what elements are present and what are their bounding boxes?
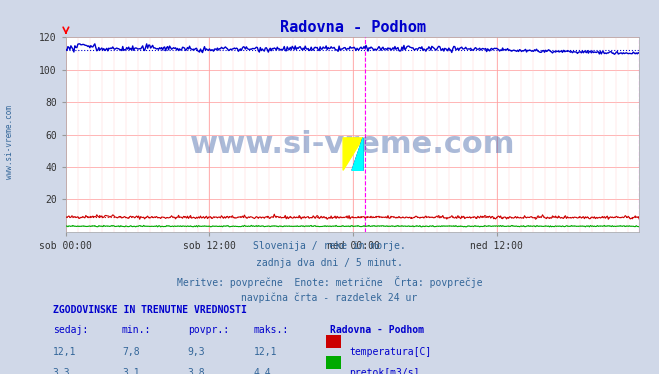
FancyBboxPatch shape xyxy=(326,335,341,348)
Text: 9,3: 9,3 xyxy=(188,347,206,357)
Text: maks.:: maks.: xyxy=(254,325,289,335)
Text: 3,3: 3,3 xyxy=(53,368,71,374)
Text: www.si-vreme.com: www.si-vreme.com xyxy=(5,105,14,179)
Text: min.:: min.: xyxy=(122,325,152,335)
Text: zadnja dva dni / 5 minut.: zadnja dva dni / 5 minut. xyxy=(256,258,403,269)
Text: ZGODOVINSKE IN TRENUTNE VREDNOSTI: ZGODOVINSKE IN TRENUTNE VREDNOSTI xyxy=(53,305,246,315)
Polygon shape xyxy=(343,138,363,170)
Text: navpična črta - razdelek 24 ur: navpična črta - razdelek 24 ur xyxy=(241,293,418,303)
Title: Radovna - Podhom: Radovna - Podhom xyxy=(279,20,426,35)
Text: 12,1: 12,1 xyxy=(53,347,76,357)
Text: povpr.:: povpr.: xyxy=(188,325,229,335)
Text: temperatura[C]: temperatura[C] xyxy=(349,347,432,357)
Text: 7,8: 7,8 xyxy=(122,347,140,357)
Text: sedaj:: sedaj: xyxy=(53,325,88,335)
Text: Meritve: povprečne  Enote: metrične  Črta: povprečje: Meritve: povprečne Enote: metrične Črta:… xyxy=(177,276,482,288)
Text: www.si-vreme.com: www.si-vreme.com xyxy=(190,130,515,159)
Text: 3,8: 3,8 xyxy=(188,368,206,374)
Text: 3,1: 3,1 xyxy=(122,368,140,374)
Text: 4,4: 4,4 xyxy=(254,368,272,374)
Text: pretok[m3/s]: pretok[m3/s] xyxy=(349,368,420,374)
Text: 12,1: 12,1 xyxy=(254,347,277,357)
Text: Radovna - Podhom: Radovna - Podhom xyxy=(330,325,424,335)
FancyBboxPatch shape xyxy=(326,356,341,369)
Text: Slovenija / reke in morje.: Slovenija / reke in morje. xyxy=(253,241,406,251)
Polygon shape xyxy=(352,138,363,170)
Polygon shape xyxy=(352,138,363,170)
